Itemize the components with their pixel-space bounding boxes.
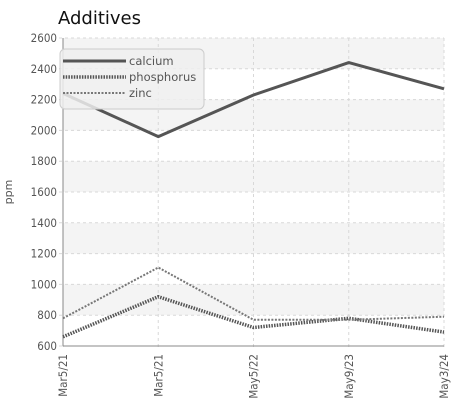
y-tick-label: 1600 (31, 185, 57, 199)
series-line-phosphorus (62, 294, 445, 339)
series-line-calcium (62, 61, 445, 139)
chart-title: Additives (58, 8, 141, 29)
x-tick-label: Mar5/21 (151, 354, 165, 397)
y-tick-label: 800 (37, 308, 57, 322)
y-tick-label: 600 (37, 339, 57, 353)
legend-label-calcium: calcium (129, 54, 174, 68)
legend-label-zinc: zinc (129, 86, 152, 100)
legend-label-phosphorus: phosphorus (129, 70, 196, 84)
y-axis-label: ppm (2, 180, 15, 205)
y-tick-label: 2000 (31, 123, 57, 137)
y-tick-labels: 600 800 1000 1200 1400 1600 1800 2000 2200 2400 26… (31, 31, 57, 353)
y-tick-label: 1000 (31, 277, 57, 291)
y-tick-label: 1400 (31, 216, 57, 230)
y-tick-label: 1200 (31, 247, 57, 261)
series-line-zinc (62, 266, 445, 321)
legend: calcium phosphorus zinc (59, 48, 205, 110)
y-tick-label: 2400 (31, 62, 57, 76)
x-tick-labels: Mar5/21 Mar5/21 May5/22 May9/23 May3/24 (56, 354, 451, 399)
x-tick-label: May3/24 (437, 354, 451, 399)
x-tick-label: Mar5/21 (56, 354, 70, 397)
y-tick-label: 2600 (31, 31, 57, 45)
series-lines (62, 61, 445, 339)
x-tick-label: May9/23 (342, 354, 356, 399)
x-tick-label: May5/22 (247, 354, 261, 399)
y-tick-label: 2200 (31, 93, 57, 107)
y-tick-label: 1800 (31, 154, 57, 168)
